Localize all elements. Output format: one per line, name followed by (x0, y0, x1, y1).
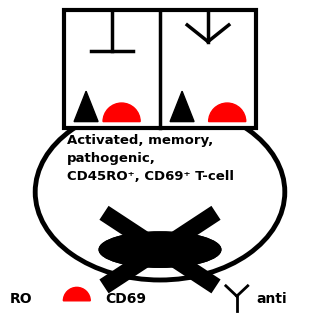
Text: CD69: CD69 (106, 292, 147, 306)
Text: RO: RO (10, 292, 32, 306)
Polygon shape (74, 91, 98, 122)
Wedge shape (209, 103, 246, 122)
Text: anti: anti (256, 292, 287, 306)
Polygon shape (170, 91, 194, 122)
Ellipse shape (99, 232, 221, 267)
Ellipse shape (35, 104, 285, 280)
Text: Activated, memory,
pathogenic,
CD45RO⁺, CD69⁺ T-cell: Activated, memory, pathogenic, CD45RO⁺, … (67, 134, 234, 183)
Wedge shape (63, 287, 90, 301)
Ellipse shape (99, 232, 221, 267)
Wedge shape (103, 103, 140, 122)
Bar (64, 10, 256, 128)
